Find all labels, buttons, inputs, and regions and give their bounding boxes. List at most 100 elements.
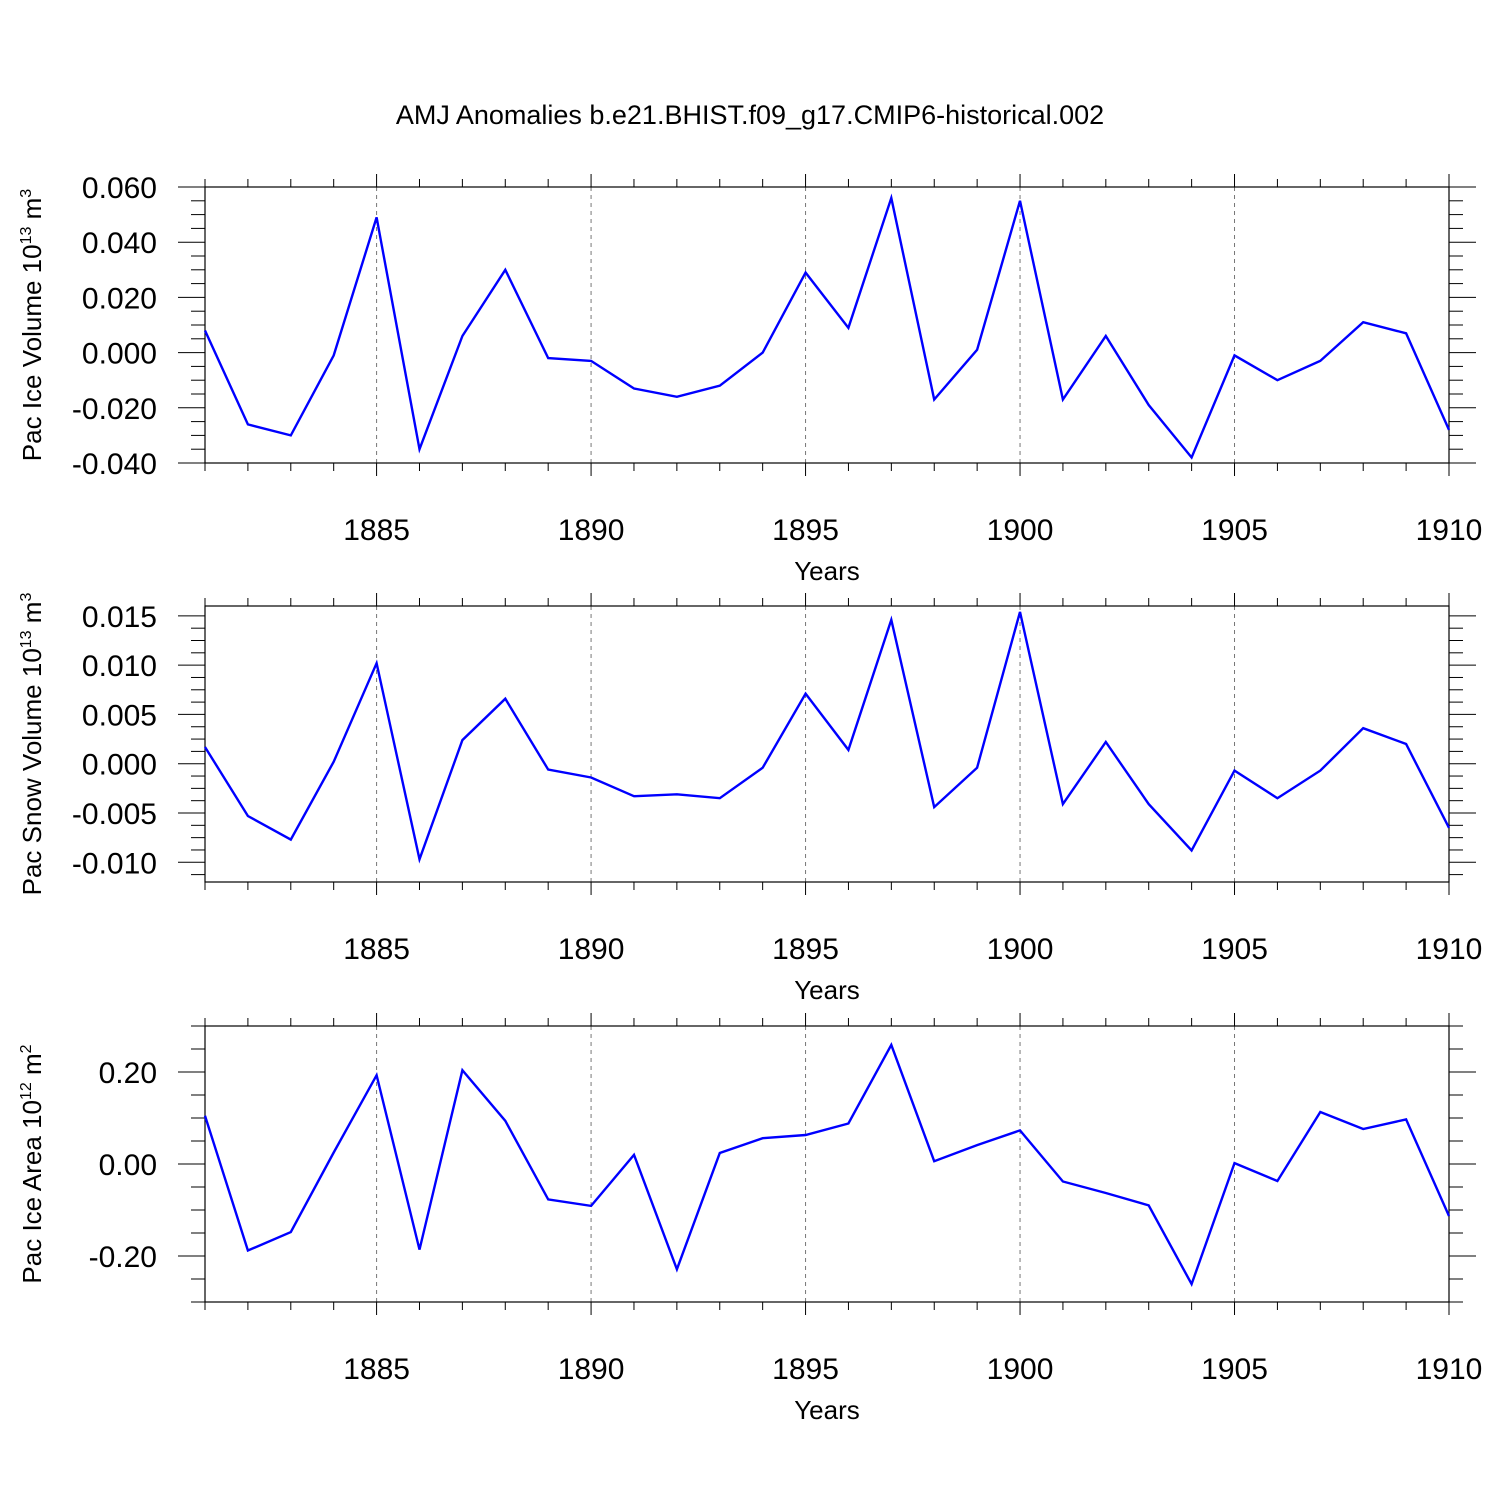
data-point xyxy=(675,395,679,399)
data-point xyxy=(1104,740,1108,744)
panels: -0.040 -0.020 0.000 0.020 0.040 0.060 1885 1890… xyxy=(17,172,1482,1425)
data-point xyxy=(1190,848,1194,852)
x-tick-label: 1910 xyxy=(1416,514,1483,547)
panel-2: -0.010 -0.005 0.000 0.005 0.010 0.015 1885 1890… xyxy=(17,593,1482,1005)
x-tick-label: 1885 xyxy=(343,514,410,547)
x-tick-label: 1910 xyxy=(1416,933,1483,966)
data-point xyxy=(503,1119,507,1123)
data-point xyxy=(975,766,979,770)
y-tick-label: 0.020 xyxy=(82,282,157,315)
data-point xyxy=(846,326,850,330)
x-tick-label: 1900 xyxy=(987,514,1054,547)
data-point xyxy=(1361,320,1365,324)
x-tick-label: 1910 xyxy=(1416,1353,1483,1386)
y-tick-label: -0.005 xyxy=(72,798,157,831)
data-point xyxy=(718,796,722,800)
data-point xyxy=(1318,1110,1322,1114)
x-tick-label: 1885 xyxy=(343,933,410,966)
data-point xyxy=(375,661,379,665)
data-point xyxy=(846,748,850,752)
panel-3: -0.20 0.00 0.20 1885 1890 1895 1900 1905 1910 Yea… xyxy=(17,1013,1482,1425)
data-point xyxy=(1018,1128,1022,1132)
x-tick-label: 1885 xyxy=(343,1353,410,1386)
data-point xyxy=(417,857,421,861)
data-point xyxy=(246,422,250,426)
x-axis-label: Years xyxy=(794,975,860,1005)
data-point xyxy=(460,738,464,742)
data-point xyxy=(1361,1127,1365,1131)
data-point xyxy=(332,353,336,357)
y-tick-label: 0.060 xyxy=(82,172,157,205)
data-point xyxy=(332,760,336,764)
data-point xyxy=(1233,353,1237,357)
data-point xyxy=(1061,802,1065,806)
data-point xyxy=(932,1159,936,1163)
series-line xyxy=(203,1042,1451,1288)
data-point xyxy=(675,1267,679,1271)
data-point xyxy=(546,768,550,772)
data-point xyxy=(332,1151,336,1155)
data-point xyxy=(1275,378,1279,382)
y-tick-label: 0.040 xyxy=(82,227,157,260)
data-point xyxy=(1190,1282,1194,1286)
data-point xyxy=(1018,199,1022,203)
data-point xyxy=(203,1114,207,1118)
data-point xyxy=(932,805,936,809)
data-point xyxy=(1318,359,1322,363)
data-point xyxy=(718,1151,722,1155)
data-point xyxy=(1147,1203,1151,1207)
x-tick-label: 1890 xyxy=(558,514,625,547)
data-point xyxy=(1190,455,1194,459)
data-point xyxy=(203,745,207,749)
y-axis-label: Pac Snow Volume 1013 m3 xyxy=(17,593,47,896)
data-point xyxy=(1275,796,1279,800)
y-tick-label: 0.20 xyxy=(99,1057,157,1090)
x-tick-label: 1895 xyxy=(772,933,839,966)
series-line xyxy=(203,611,1451,864)
data-point xyxy=(1318,769,1322,773)
y-tick-label: 0.000 xyxy=(82,749,157,782)
data-point xyxy=(846,1122,850,1126)
data-point xyxy=(889,1043,893,1047)
data-point xyxy=(289,433,293,437)
data-point xyxy=(1104,334,1108,338)
figure-title: AMJ Anomalies b.e21.BHIST.f09_g17.CMIP6-… xyxy=(396,100,1104,130)
data-point xyxy=(632,1153,636,1157)
data-point xyxy=(589,359,593,363)
data-point xyxy=(761,766,765,770)
data-point xyxy=(1361,726,1365,730)
data-point xyxy=(417,447,421,451)
data-point xyxy=(1447,826,1451,830)
x-tick-label: 1905 xyxy=(1201,933,1268,966)
data-point xyxy=(460,334,464,338)
data-point xyxy=(417,1248,421,1252)
plot-frame xyxy=(204,1025,1450,1303)
data-point xyxy=(503,268,507,272)
data-point xyxy=(460,1068,464,1072)
data-point xyxy=(1404,331,1408,335)
y-tick-label: 0.005 xyxy=(82,699,157,732)
data-point xyxy=(889,618,893,622)
y-axis-label: Pac Ice Volume 1013 m3 xyxy=(17,189,47,462)
x-tick-label: 1905 xyxy=(1201,514,1268,547)
data-point xyxy=(203,329,207,333)
data-point xyxy=(246,1248,250,1252)
data-point xyxy=(804,271,808,275)
y-tick-label: -0.020 xyxy=(72,393,157,426)
panel-1: -0.040 -0.020 0.000 0.020 0.040 0.060 1885 1890… xyxy=(17,172,1482,586)
x-tick-label: 1900 xyxy=(987,933,1054,966)
x-tick-label: 1890 xyxy=(558,933,625,966)
y-tick-label: -0.040 xyxy=(72,448,157,481)
data-point xyxy=(1404,742,1408,746)
data-point xyxy=(1147,802,1151,806)
x-axis-label: Years xyxy=(794,556,860,586)
data-point xyxy=(289,1230,293,1234)
y-tick-label: 0.015 xyxy=(82,601,157,634)
data-point xyxy=(804,692,808,696)
y-tick-label: 0.000 xyxy=(82,338,157,371)
data-point xyxy=(889,196,893,200)
series-line xyxy=(203,193,1451,460)
x-tick-label: 1905 xyxy=(1201,1353,1268,1386)
data-point xyxy=(1061,1179,1065,1183)
